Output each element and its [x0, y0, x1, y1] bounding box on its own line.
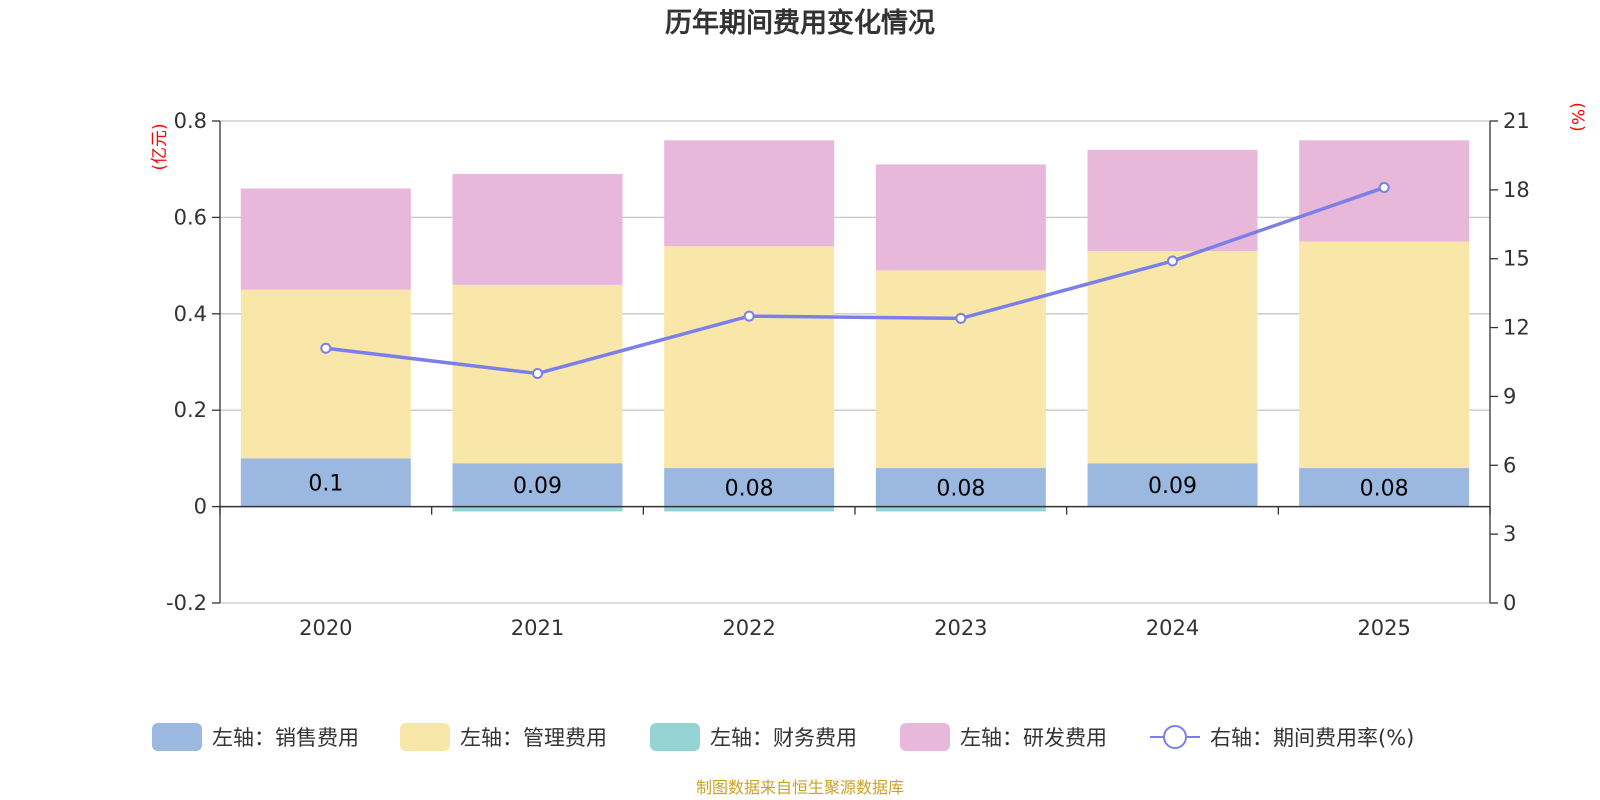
bar-value-label: 0.08	[936, 476, 985, 501]
legend-label: 右轴：期间费用率(%)	[1210, 726, 1414, 750]
legend-label: 左轴：管理费用	[460, 726, 607, 750]
bar-segment-s0-2021	[452, 463, 623, 507]
x-tick-label: 2020	[299, 616, 352, 640]
right-tick-label: 21	[1503, 109, 1530, 133]
right-tick-label: 0	[1503, 591, 1516, 615]
bar-segment-s0-2020	[240, 458, 411, 507]
legend-label: 左轴：销售费用	[212, 726, 359, 750]
right-tick-label: 12	[1503, 316, 1530, 340]
x-tick-label: 2022	[722, 616, 775, 640]
rate-point	[320, 342, 332, 354]
bar-segment-s0-2023	[875, 468, 1046, 507]
bar-segment-s2-2021	[452, 506, 623, 512]
chart-title: 历年期间费用变化情况	[665, 7, 935, 39]
rate-point	[532, 367, 543, 379]
bar-value-label: 0.1	[308, 472, 343, 497]
bar-segment-s3-2024	[1087, 149, 1258, 252]
left-tick-label: -0.2	[166, 591, 207, 615]
x-tick-label: 2025	[1357, 616, 1410, 640]
right-tick-label: 15	[1503, 247, 1530, 271]
x-tick-label: 2024	[1146, 616, 1199, 640]
legend-swatch	[152, 723, 202, 751]
right-tick-label: 3	[1503, 522, 1516, 546]
legend-label: 左轴：财务费用	[710, 726, 857, 750]
legend-swatch	[650, 723, 700, 751]
rate-line-path	[325, 185, 1385, 376]
right-tick-label: 18	[1503, 178, 1530, 202]
bar-segment-s3-2021	[452, 174, 623, 285]
grid	[220, 120, 1490, 604]
bar-value-label: 0.09	[513, 474, 562, 499]
bars	[240, 140, 1470, 512]
bar-value-label: 0.08	[725, 476, 774, 501]
x-tick-label: 2021	[511, 616, 564, 640]
bar-segment-s3-2023	[875, 164, 1046, 271]
bar-segment-s1-2025	[1299, 241, 1470, 469]
bar-value-label: 0.08	[1360, 476, 1409, 501]
right-tick-label: 9	[1503, 384, 1516, 408]
left-axis-unit: (亿元)	[150, 123, 170, 170]
legend-swatch-marker	[1163, 725, 1187, 749]
left-tick-label: 0.2	[174, 398, 207, 422]
bar-segment-s1-2022	[664, 246, 835, 469]
rate-line	[320, 182, 1390, 379]
rate-point	[1167, 255, 1178, 267]
bar-segment-s2-2022	[664, 506, 835, 512]
bar-segment-s3-2020	[240, 188, 411, 290]
bar-segment-s2-2023	[875, 506, 1046, 512]
bar-segment-s0-2022	[664, 468, 835, 507]
right-tick-label: 6	[1503, 453, 1516, 477]
legend: 左轴：销售费用 左轴：管理费用 左轴：财务费用 左轴：研发费用 右轴：期间费用率(%)	[152, 723, 1414, 751]
left-tick-label: 0.4	[174, 302, 207, 326]
axes: -0.2 0 0.2 0.4 0.6 0.8 0 3 6 9 12 15 18 21 2020 2021 202…	[166, 109, 1530, 640]
left-tick-label: 0	[194, 495, 207, 519]
bar-segment-s1-2023	[875, 270, 1046, 469]
right-axis-unit: (%)	[1567, 102, 1587, 131]
left-tick-label: 0.6	[174, 205, 207, 229]
source-note: 制图数据来自恒生聚源数据库	[696, 778, 904, 797]
rate-point	[743, 310, 755, 322]
bar-labels: 0.1 0.09 0.08 0.08 0.09 0.08	[308, 472, 1408, 502]
left-tick-label: 0.8	[174, 109, 207, 133]
bar-segment-s0-2024	[1087, 463, 1258, 507]
legend-label: 左轴：研发费用	[960, 726, 1107, 750]
bar-segment-s3-2022	[664, 140, 835, 247]
bar-segment-s0-2025	[1299, 468, 1470, 507]
rate-point	[955, 312, 967, 324]
legend-swatch	[900, 723, 950, 751]
x-tick-label: 2023	[934, 616, 987, 640]
legend-swatch	[400, 723, 450, 751]
rate-point	[1378, 182, 1390, 194]
bar-value-label: 0.09	[1148, 474, 1197, 499]
bar-segment-s1-2024	[1087, 251, 1258, 464]
bar-segment-s1-2020	[240, 289, 411, 459]
